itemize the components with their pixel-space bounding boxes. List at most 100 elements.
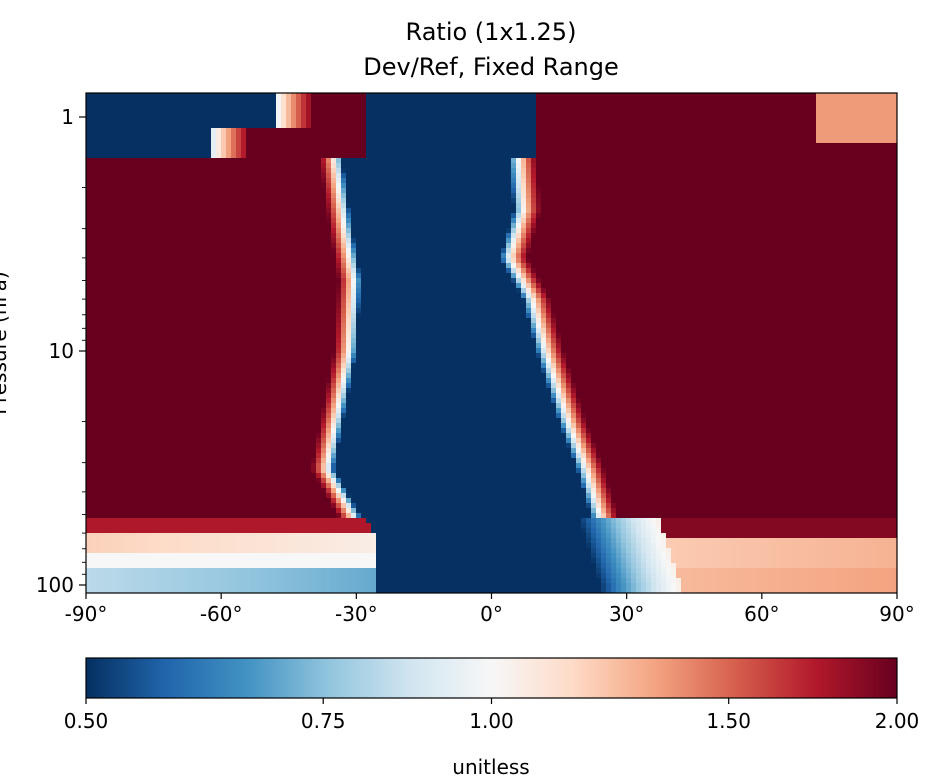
heatmap-cell [436,223,442,229]
heatmap-cell [161,193,167,199]
heatmap-cell [521,228,527,234]
heatmap-cell [416,93,422,99]
heatmap-cell [126,188,132,194]
heatmap-cell [656,123,662,129]
heatmap-cell [256,223,262,229]
heatmap-cell [876,238,882,244]
heatmap-cell [431,158,437,164]
heatmap-cell [636,103,642,109]
heatmap-cell [301,243,307,249]
heatmap-cell [596,208,602,214]
heatmap-cell [86,118,92,124]
heatmap-cell [866,118,872,124]
heatmap-cell [266,158,272,164]
heatmap-cell [201,178,207,184]
heatmap-cell [801,193,807,199]
heatmap-cell [736,168,742,174]
heatmap-cell [376,208,382,214]
heatmap-cell [396,238,402,244]
heatmap-cell [486,183,492,189]
heatmap-cell [426,233,432,239]
heatmap-cell [856,153,862,159]
heatmap-cell [106,213,112,219]
heatmap-cell [481,178,487,184]
heatmap-cell [671,173,677,179]
heatmap-cell [791,183,797,189]
heatmap-cell [871,128,877,134]
heatmap-cell [386,103,392,109]
heatmap-cell [541,128,547,134]
heatmap-cell [466,93,472,99]
heatmap-cell [126,98,132,104]
heatmap-cell [156,193,162,199]
heatmap-cell [341,108,347,114]
heatmap-cell [581,148,587,154]
heatmap-cell [801,118,807,124]
heatmap-cell [791,98,797,104]
heatmap-cell [671,223,677,229]
heatmap-cell [696,188,702,194]
heatmap-cell [251,128,257,134]
heatmap-cell [201,198,207,204]
heatmap-cell [126,213,132,219]
heatmap-cell [196,113,202,119]
heatmap-cell [741,153,747,159]
heatmap-cell [191,148,197,154]
heatmap-cell [571,103,577,109]
heatmap-cell [716,113,722,119]
heatmap-cell [621,193,627,199]
heatmap-cell [136,198,142,204]
heatmap-cell [746,123,752,129]
heatmap-cell [226,103,232,109]
heatmap-cell [141,243,147,249]
heatmap-cell [736,208,742,214]
heatmap-cell [636,133,642,139]
heatmap-cell [416,238,422,244]
heatmap-cell [641,188,647,194]
heatmap-cell [211,108,217,114]
heatmap-cell [511,158,517,164]
heatmap-cell [196,198,202,204]
heatmap-cell [681,123,687,129]
heatmap-cell [816,118,822,124]
heatmap-cell [416,98,422,104]
heatmap-cell [851,178,857,184]
heatmap-cell [616,133,622,139]
heatmap-cell [861,238,867,244]
heatmap-cell [591,193,597,199]
heatmap-cell [86,183,92,189]
heatmap-cell [566,238,572,244]
heatmap-cell [881,138,887,144]
heatmap-cell [511,208,517,214]
heatmap-cell [141,93,147,99]
heatmap-cell [571,133,577,139]
heatmap-cell [241,153,247,159]
heatmap-cell [546,128,552,134]
heatmap-cell [196,123,202,129]
heatmap-cell [86,238,92,244]
heatmap-cell [541,143,547,149]
heatmap-cell [141,163,147,169]
heatmap-cell [541,198,547,204]
heatmap-cell [91,233,97,239]
heatmap-cell [786,183,792,189]
heatmap-cell [431,193,437,199]
heatmap-cell [356,223,362,229]
heatmap-cell [391,238,397,244]
heatmap-cell [336,143,342,149]
heatmap-cell [386,118,392,124]
heatmap-cell [871,223,877,229]
heatmap-cell [521,193,527,199]
heatmap-cell [876,133,882,139]
heatmap-cell [571,203,577,209]
heatmap-cell [196,148,202,154]
heatmap-cell [331,243,337,249]
heatmap-cell [236,233,242,239]
heatmap-cell [581,228,587,234]
heatmap-cell [146,203,152,209]
heatmap-cell [596,198,602,204]
heatmap-cells [86,93,897,593]
heatmap-cell [451,238,457,244]
heatmap-cell [391,233,397,239]
heatmap-cell [811,138,817,144]
